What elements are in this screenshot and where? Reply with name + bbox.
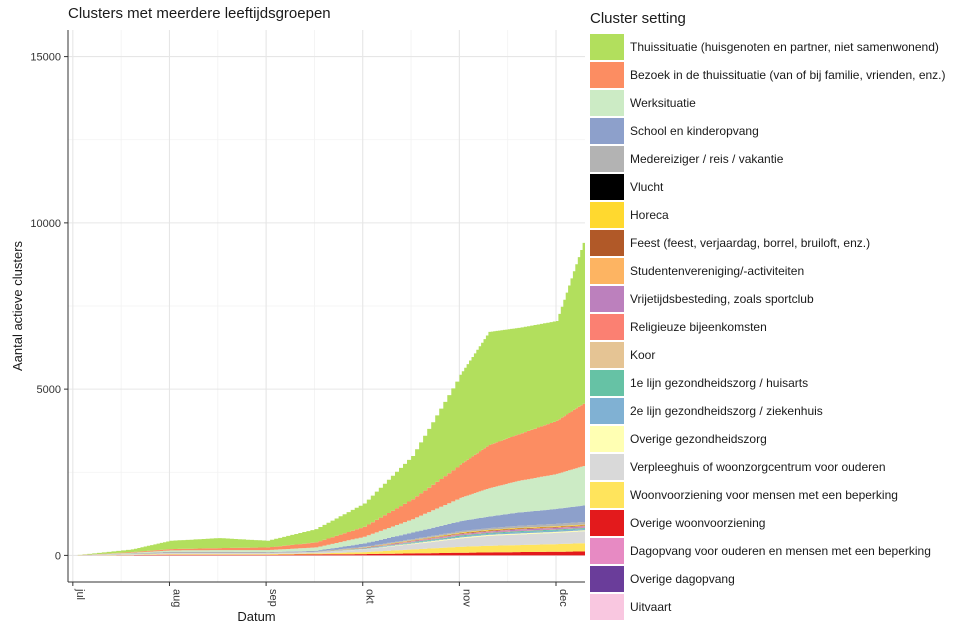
legend-key <box>590 258 624 284</box>
legend-label: Studentenvereniging/-activiteiten <box>630 264 805 278</box>
legend-item: School en kinderopvang <box>590 117 968 145</box>
legend-item: 1e lijn gezondheidszorg / huisarts <box>590 369 968 397</box>
legend-key <box>590 594 624 620</box>
y-tick-label: 5000 <box>37 384 61 396</box>
legend-key <box>590 510 624 536</box>
legend-label: Woonvoorziening voor mensen met een bepe… <box>630 488 898 502</box>
x-tick-label: jul <box>74 588 86 600</box>
legend-label: Koor <box>630 348 656 362</box>
legend-key <box>590 370 624 396</box>
legend-key <box>590 174 624 200</box>
y-tick-label: 10000 <box>30 218 61 230</box>
x-tick-label: aug <box>170 589 182 607</box>
legend-item: Verpleeghuis of woonzorgcentrum voor oud… <box>590 453 968 481</box>
area-layer <box>72 551 586 556</box>
legend-key <box>590 90 624 116</box>
legend-label: Medereiziger / reis / vakantie <box>630 152 784 166</box>
legend-label: Overige gezondheidszorg <box>630 432 767 446</box>
area-layer <box>72 530 586 556</box>
legend-item: Overige woonvoorziening <box>590 509 968 537</box>
legend-key <box>590 482 624 508</box>
legend-label: Overige woonvoorziening <box>630 516 766 530</box>
legend-item: Medereiziger / reis / vakantie <box>590 145 968 173</box>
legend-key <box>590 342 624 368</box>
y-tick-label: 15000 <box>30 52 61 64</box>
chart-title: Clusters met meerdere leeftijdsgroepen <box>68 5 331 22</box>
y-tick-label: 0 <box>55 550 61 562</box>
legend-label: Feest (feest, verjaardag, borrel, bruilo… <box>630 236 871 250</box>
legend-key <box>590 398 624 424</box>
legend-key <box>590 202 624 228</box>
x-tick-label: okt <box>364 589 376 604</box>
x-axis-label: Datum <box>237 609 275 624</box>
legend-title: Cluster setting <box>590 10 686 27</box>
legend-item: Religieuze bijeenkomsten <box>590 313 968 341</box>
legend-item: Werksituatie <box>590 89 968 117</box>
area-layer <box>72 525 586 556</box>
y-axis-label: Aantal actieve clusters <box>10 240 25 371</box>
area-layer <box>72 527 586 556</box>
legend-label: Vlucht <box>630 180 664 194</box>
legend-item: Thuissituatie (huisgenoten en partner, n… <box>590 33 968 61</box>
legend-key <box>590 34 624 60</box>
legend-item: Vrijetijdsbesteding, zoals sportclub <box>590 285 968 313</box>
legend-item: Overige gezondheidszorg <box>590 425 968 453</box>
legend-label: Verpleeghuis of woonzorgcentrum voor oud… <box>630 460 886 474</box>
legend-label: Thuissituatie (huisgenoten en partner, n… <box>630 40 939 54</box>
legend: Cluster setting Thuissituatie (huisgenot… <box>590 10 968 621</box>
area-layer <box>72 527 586 556</box>
legend-item: Bezoek in de thuissituatie (van of bij f… <box>590 61 968 89</box>
legend-label: Overige dagopvang <box>630 572 735 586</box>
area-layers <box>72 242 586 556</box>
legend-key <box>590 286 624 312</box>
area-layer <box>72 466 586 556</box>
legend-item: Horeca <box>590 201 968 229</box>
x-tick-label: dec <box>557 589 569 607</box>
legend-label: Vrijetijdsbesteding, zoals sportclub <box>630 292 814 306</box>
legend-item: Feest (feest, verjaardag, borrel, bruilo… <box>590 229 968 257</box>
legend-key <box>590 314 624 340</box>
legend-label: 1e lijn gezondheidszorg / huisarts <box>630 376 809 390</box>
legend-item: Uitvaart <box>590 593 968 621</box>
legend-label: Uitvaart <box>630 600 672 614</box>
legend-label: 2e lijn gezondheidszorg / ziekenhuis <box>630 404 823 418</box>
legend-item: Dagopvang voor ouderen en mensen met een… <box>590 537 968 565</box>
legend-label: Werksituatie <box>630 96 696 110</box>
legend-item: Koor <box>590 341 968 369</box>
area-layer <box>72 242 586 556</box>
legend-label: School en kinderopvang <box>630 124 759 138</box>
area-layer <box>72 543 586 556</box>
legend-items: Thuissituatie (huisgenoten en partner, n… <box>590 33 968 621</box>
legend-item: Vlucht <box>590 173 968 201</box>
legend-label: Horeca <box>630 208 669 222</box>
area-layer <box>72 522 586 556</box>
area-layer <box>72 526 586 556</box>
legend-item: Studentenvereniging/-activiteiten <box>590 257 968 285</box>
legend-key <box>590 566 624 592</box>
legend-label: Religieuze bijeenkomsten <box>630 320 767 334</box>
legend-key <box>590 146 624 172</box>
area-layer <box>72 528 586 556</box>
x-tick-label: nov <box>460 589 472 607</box>
area-layer <box>72 531 586 556</box>
legend-label: Bezoek in de thuissituatie (van of bij f… <box>630 68 946 82</box>
area-layer <box>72 403 586 556</box>
area-chart: 0 5000 10000 15000 jul aug sep okt nov dec Datum Aa… <box>10 30 586 624</box>
legend-item: 2e lijn gezondheidszorg / ziekenhuis <box>590 397 968 425</box>
legend-item: Overige dagopvang <box>590 565 968 593</box>
legend-key <box>590 538 624 564</box>
legend-key <box>590 426 624 452</box>
legend-key <box>590 62 624 88</box>
legend-key <box>590 454 624 480</box>
legend-key <box>590 230 624 256</box>
area-layer <box>72 524 586 556</box>
legend-item: Woonvoorziening voor mensen met een bepe… <box>590 481 968 509</box>
legend-label: Dagopvang voor ouderen en mensen met een… <box>630 544 931 558</box>
x-tick-label: sep <box>267 589 279 607</box>
legend-key <box>590 118 624 144</box>
